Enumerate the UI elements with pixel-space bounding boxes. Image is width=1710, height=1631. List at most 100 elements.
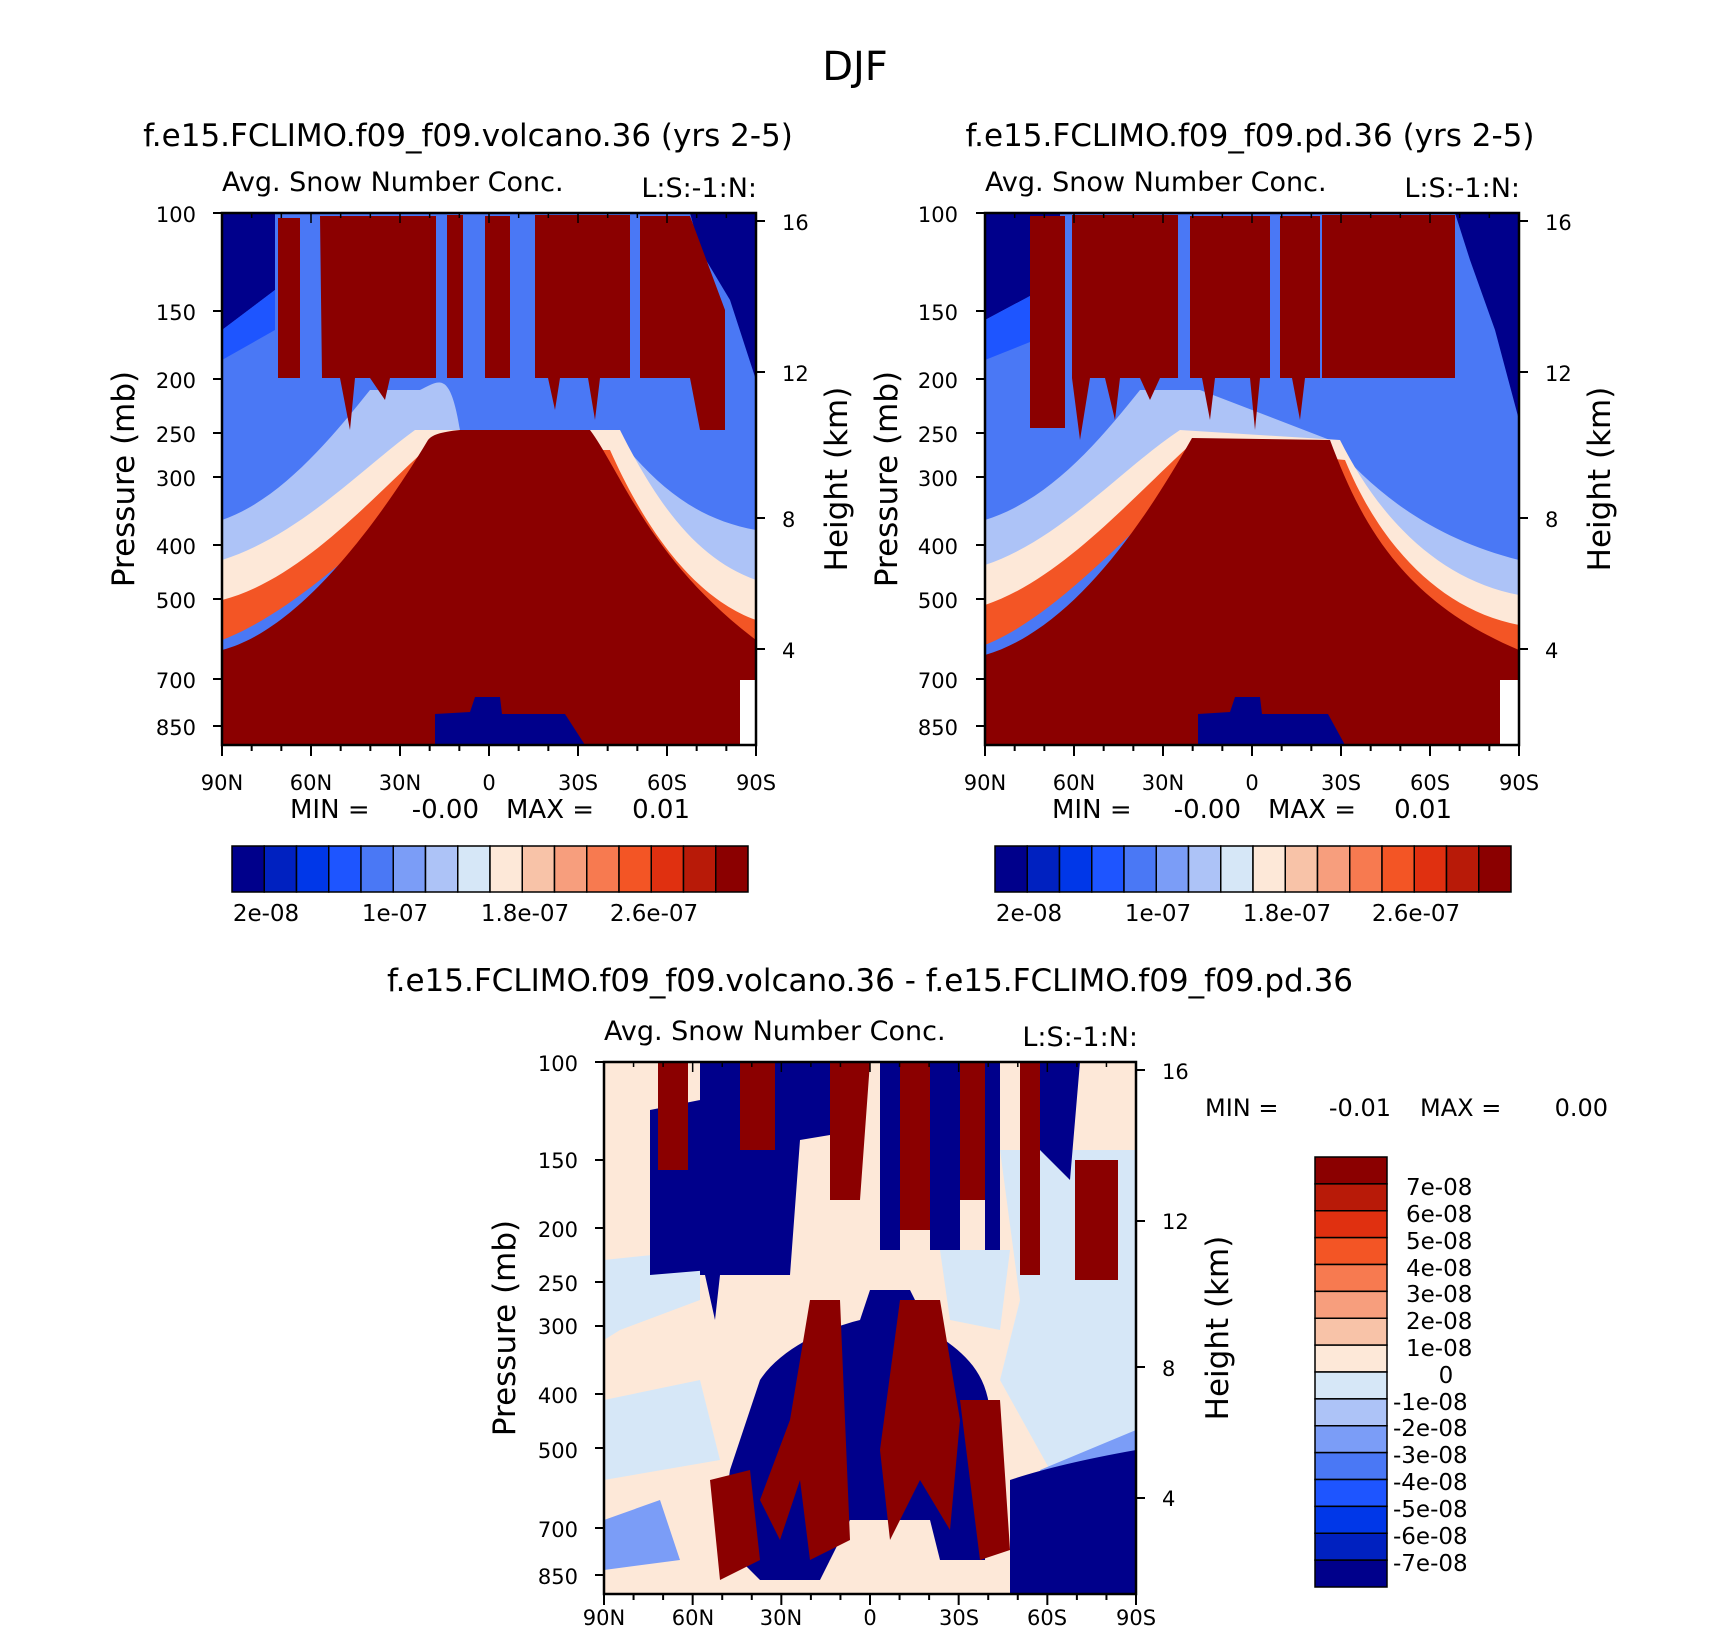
region-high-core [222,430,756,745]
x-tick-label: 0 [482,771,495,795]
colorbar-swatch [1314,1398,1388,1427]
panel-volcano: f.e15.FCLIMO.f09_f09.volcano.36 (yrs 2-5… [106,118,855,927]
y-tick-label: 700 [918,669,958,693]
plot-field [604,1062,1136,1594]
region-high-core [710,1300,1010,1580]
region-low-right [1010,1450,1136,1594]
panel-subtitle: Avg. Snow Number Conc. [604,1016,946,1047]
y-tick-label-right: 12 [1545,362,1572,386]
band-light-blue [222,382,756,600]
y-axis-label-right: Height (km) [1582,387,1618,572]
colorbar-label: 1.8e-07 [481,901,569,927]
min-value: -0.00 [412,795,479,825]
colorbar-vertical [1314,1156,1388,1588]
region-neutral-surface [820,1560,960,1594]
panel-title: f.e15.FCLIMO.f09_f09.pd.36 (yrs 2-5) [965,118,1534,154]
colorbar-swatch [1349,845,1383,893]
max-label: MAX = [506,795,594,825]
plot-field [985,213,1519,745]
y-tick-label-right: 8 [1162,1357,1175,1381]
colorbar-label: -3e-08 [1393,1443,1468,1469]
colorbar-swatch [1155,845,1190,893]
x-tick-label: 0 [1245,771,1258,795]
x-tick-label: 90N [583,1606,625,1630]
colorbar-label: 2e-08 [996,901,1062,927]
colorbar-swatch [1314,1425,1388,1454]
y-tick-label: 300 [156,467,196,491]
colorbar-swatch [1316,845,1351,893]
colorbar-swatch [1314,1317,1388,1346]
x-tick-label: 30S [558,771,598,795]
panel-title: f.e15.FCLIMO.f09_f09.volcano.36 - f.e15.… [387,963,1353,999]
colorbar-swatch [1252,845,1286,893]
page-title: DJF [822,44,888,90]
colorbar-swatch [1220,845,1254,893]
x-tick-label: 90N [964,771,1006,795]
colorbar-label: 1e-07 [1125,901,1191,927]
max-value: 0.01 [1394,795,1452,825]
colorbar-swatch [1314,1451,1388,1481]
colorbar-swatch [1123,845,1157,893]
region-high-upper [658,1062,1118,1280]
y-tick-label: 850 [918,716,958,740]
y-tick-label-right: 4 [1162,1487,1175,1511]
panel-difference: f.e15.FCLIMO.f09_f09.volcano.36 - f.e15.… [387,963,1608,1630]
x-tick-label: 90S [736,771,776,795]
x-tick-label: 0 [863,1606,876,1630]
x-tick-label: 30N [379,771,421,795]
colorbar-swatch [328,845,362,893]
y-tick-label: 100 [156,203,196,227]
colorbar-label: 2e-08 [233,901,299,927]
y-axis-label: Pressure (mb) [869,371,905,587]
colorbar-swatch [263,845,298,893]
colorbar-swatch [1284,845,1319,893]
colorbar-swatch [1058,845,1093,893]
min-label: MIN = [1052,795,1132,825]
colorbar-label: 6e-08 [1406,1202,1472,1228]
y-tick-label: 500 [918,589,958,613]
y-tick-label: 250 [918,423,958,447]
y-tick-label-right: 16 [1545,211,1572,235]
colorbar-swatch [1314,1236,1388,1266]
y-tick-label: 150 [156,301,196,325]
y-axis-label-right: Height (km) [1200,1236,1236,1421]
band-pale [985,430,1519,625]
colorbar [994,845,1512,893]
x-tick-label: 30N [760,1606,802,1630]
x-tick-label: 90N [201,771,243,795]
colorbar-swatch [1381,845,1415,893]
y-tick-label: 400 [538,1384,578,1408]
y-axis-label: Pressure (mb) [487,1220,523,1436]
colorbar-swatch [553,845,588,893]
y-tick-label: 700 [156,669,196,693]
plot-field [222,213,756,745]
colorbar-label: -4e-08 [1393,1470,1468,1496]
region-high-upper [278,215,725,430]
colorbar-swatch [682,845,717,893]
band-dark-blue-top [222,213,275,330]
y-tick-label: 500 [156,589,196,613]
y-tick-label-right: 8 [782,508,795,532]
panel-pd: f.e15.FCLIMO.f09_f09.pd.36 (yrs 2-5) Avg… [869,118,1618,927]
max-value: 0.00 [1555,1094,1608,1122]
y-tick-label: 850 [538,1565,578,1589]
colorbar-label: -1e-08 [1393,1390,1468,1416]
min-label: MIN = [1205,1094,1278,1122]
y-tick-label: 400 [156,535,196,559]
min-value: -0.01 [1329,1094,1391,1122]
y-tick-label: 400 [918,535,958,559]
x-tick-label: 60S [1410,771,1450,795]
y-tick-label: 100 [538,1052,578,1076]
x-tick-label: 60S [1027,1606,1067,1630]
colorbar-label: -6e-08 [1393,1524,1468,1550]
colorbar-label: -2e-08 [1393,1416,1468,1442]
y-tick-label: 150 [538,1149,578,1173]
colorbar-swatch [1478,845,1512,893]
colorbar-swatch [1314,1478,1388,1508]
max-label: MAX = [1268,795,1356,825]
x-tick-label: 60S [647,771,687,795]
x-tick-label: 90S [1499,771,1539,795]
colorbar-swatch [1314,1183,1388,1212]
y-tick-label: 300 [918,467,958,491]
